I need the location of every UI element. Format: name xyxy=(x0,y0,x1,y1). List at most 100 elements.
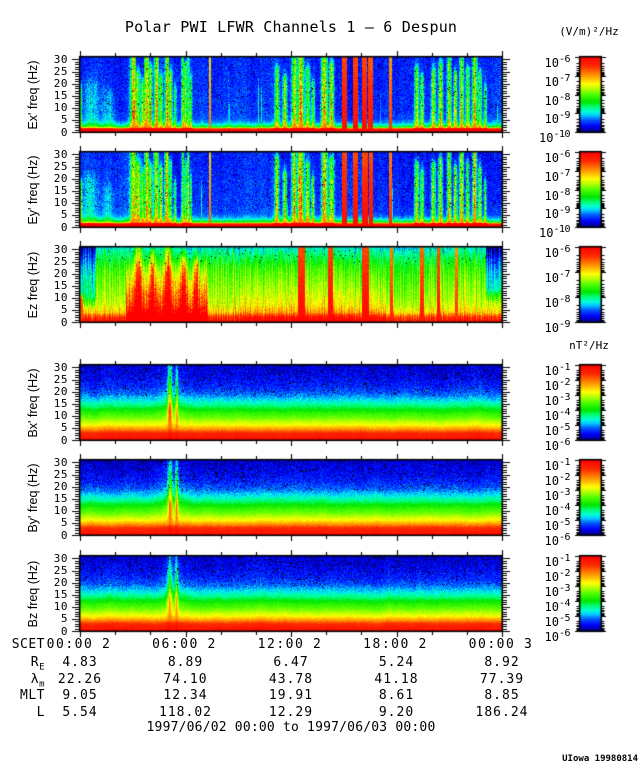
y-tick-label: 20 xyxy=(53,77,68,91)
spectrogram-panel-ez xyxy=(70,239,512,331)
colorbar-tick-label: 10-6 xyxy=(544,244,571,260)
y-tick-label: 10 xyxy=(53,504,68,518)
ephemeris-value: 12.34 xyxy=(163,688,208,703)
y-tick-label: 20 xyxy=(53,576,68,590)
colorbar-tick-label: 10-9 xyxy=(544,319,571,335)
colorbar-tick-label: 10-4 xyxy=(544,407,571,423)
y-tick-label: 25 xyxy=(53,65,68,79)
scet-time-label: 00:00 xyxy=(46,637,94,652)
ephemeris-value: 5.54 xyxy=(62,705,98,720)
y-tick-label: 25 xyxy=(53,160,68,174)
ephemeris-row-label: L xyxy=(36,705,45,720)
colorbar-tick-label: 10-5 xyxy=(544,517,571,533)
y-tick-label: 25 xyxy=(53,373,68,387)
colorbar-tick-label: 10-9 xyxy=(544,110,571,127)
scet-axis-label: SCET xyxy=(11,637,45,652)
ephemeris-value: 4.83 xyxy=(62,655,98,670)
ephemeris-row-label: MLT xyxy=(20,688,45,703)
y-tick-label: 5 xyxy=(60,421,68,435)
ephemeris-value: 41.18 xyxy=(374,672,419,687)
colorbar-tick-label: 10-10 xyxy=(538,224,571,240)
date-range-label: 1997/06/02 00:00 to 1997/06/03 00:00 xyxy=(146,720,436,735)
scet-day-label: 2 xyxy=(313,637,321,652)
credit-label: UIowa 19980814 xyxy=(562,754,638,764)
colorbar-ey xyxy=(573,144,609,236)
scet-time-label: 06:00 xyxy=(152,637,199,652)
colorbar-tick-label: 10-3 xyxy=(544,487,571,503)
y-tick-label: 0 xyxy=(60,528,68,542)
colorbar-tick-label: 10-2 xyxy=(544,568,571,584)
ephemeris-value: 8.89 xyxy=(167,655,204,670)
y-tick-label: 15 xyxy=(53,89,68,103)
y-tick-label: 15 xyxy=(53,397,68,411)
b-colorbar-units-label: nT²/Hz xyxy=(569,339,609,352)
colorbar-tick-label: 10-1 xyxy=(544,457,571,473)
y-tick-label: 0 xyxy=(60,315,68,329)
ephemeris-value: 8.85 xyxy=(484,688,520,703)
colorbar-tick-label: 10-3 xyxy=(544,392,571,408)
y-tick-label: 5 xyxy=(60,612,68,626)
y-tick-label: 0 xyxy=(60,433,68,447)
colorbar-tick-label: 10-8 xyxy=(544,186,571,203)
scet-day-label: 2 xyxy=(207,637,216,652)
colorbar-tick-label: 10-6 xyxy=(544,149,571,165)
y-tick-label: 30 xyxy=(53,360,68,374)
colorbar-tick-label: 10-2 xyxy=(544,472,571,488)
colorbar-tick-label: 10-4 xyxy=(544,598,571,614)
ephemeris-value: 12.29 xyxy=(268,705,314,720)
y-tick-label: 15 xyxy=(53,588,68,602)
y-tick-label: 20 xyxy=(53,385,68,399)
y-tick-label: 25 xyxy=(53,255,68,269)
colorbar-tick-label: 10-6 xyxy=(544,54,571,70)
y-tick-label: 20 xyxy=(53,480,68,494)
ephemeris-value: 118.02 xyxy=(159,705,212,720)
ephemeris-value: 9.05 xyxy=(62,688,98,703)
ephemeris-value: 8.92 xyxy=(484,655,520,670)
spectrogram-panel-ex xyxy=(70,49,512,141)
ephemeris-value: 43.78 xyxy=(268,672,314,687)
y-tick-label: 5 xyxy=(60,303,68,317)
scet-time-label: 12:00 xyxy=(257,637,305,652)
y-tick-label: 10 xyxy=(53,600,68,614)
colorbar-tick-label: 10-6 xyxy=(544,437,571,453)
ephemeris-row-label: RE xyxy=(30,655,45,673)
ephemeris-row-label: λm xyxy=(30,672,45,690)
y-tick-label: 0 xyxy=(60,220,68,234)
y-tick-label: 10 xyxy=(53,291,68,305)
ephemeris-value: 77.39 xyxy=(479,672,525,687)
ephemeris-value: 6.47 xyxy=(273,655,309,670)
colorbar-tick-label: 10-5 xyxy=(544,422,571,438)
colorbar-bz xyxy=(573,548,609,640)
colorbar-tick-label: 10-7 xyxy=(544,72,571,89)
colorbar-bx xyxy=(573,357,609,449)
plot-title: Polar PWI LFWR Channels 1 — 6 Despun xyxy=(124,18,458,36)
y-tick-label: 15 xyxy=(53,279,68,293)
scet-day-label: 2 xyxy=(102,637,110,652)
spectrogram-panel-bz xyxy=(70,548,512,640)
y-tick-label: 0 xyxy=(60,624,68,638)
spectrogram-panel-ey xyxy=(70,144,512,236)
colorbar-tick-label: 10-4 xyxy=(544,502,571,518)
y-tick-label: 20 xyxy=(53,267,68,281)
y-tick-label: 0 xyxy=(60,125,68,139)
colorbar-tick-label: 10-8 xyxy=(544,294,571,310)
colorbar-tick-label: 10-8 xyxy=(544,91,571,108)
scet-day-label: 3 xyxy=(524,637,532,652)
y-tick-label: 30 xyxy=(53,551,68,565)
y-tick-label: 10 xyxy=(53,196,68,210)
ephemeris-value: 186.24 xyxy=(475,705,529,720)
y-tick-label: 15 xyxy=(53,492,68,506)
y-tick-label: 5 xyxy=(60,516,68,530)
colorbar-tick-label: 10-6 xyxy=(544,532,571,548)
ephemeris-value: 9.20 xyxy=(378,705,415,720)
scet-time-label: 18:00 xyxy=(363,637,410,652)
y-tick-label: 5 xyxy=(60,113,68,127)
y-tick-label: 10 xyxy=(53,101,68,115)
colorbar-ez xyxy=(573,239,609,331)
colorbar-tick-label: 10-5 xyxy=(544,613,571,629)
scet-time-label: 00:00 xyxy=(468,637,516,652)
colorbar-tick-label: 10-3 xyxy=(544,583,571,599)
ephemeris-value: 74.10 xyxy=(163,672,208,687)
y-tick-label: 30 xyxy=(53,242,68,256)
